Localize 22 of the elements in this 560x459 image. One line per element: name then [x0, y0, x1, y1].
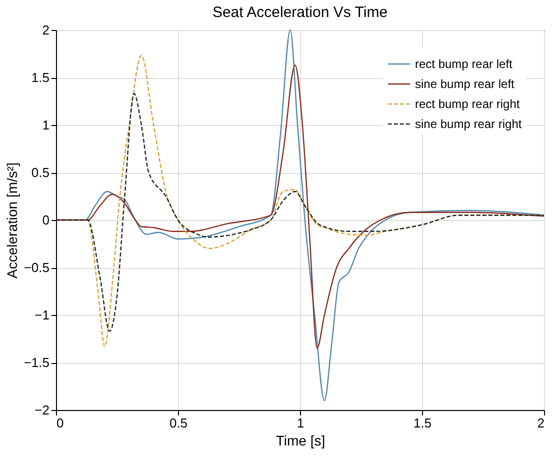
x-tick-label: 0: [56, 416, 64, 430]
chart-title: Seat Acceleration Vs Time: [212, 4, 388, 21]
y-tick-label: 2: [42, 22, 50, 38]
legend-label: sine bump rear left: [415, 77, 516, 91]
legend-label: sine bump rear right: [415, 117, 522, 131]
y-tick-label: −1: [34, 308, 50, 322]
x-tick-label: 0.5: [169, 416, 188, 430]
y-tick-label: −1.5: [24, 355, 50, 370]
y-axis-title: Acceleration [m/s²]: [4, 162, 20, 278]
x-axis-title: Time [s]: [276, 432, 326, 448]
y-tick-label: 1.5: [31, 70, 50, 85]
legend-label: rect bump rear right: [415, 97, 520, 111]
y-tick-label: 1: [42, 118, 50, 132]
y-tick-label: 0.5: [31, 165, 50, 180]
line-series: [55, 93, 545, 332]
y-tick-label: 0: [42, 212, 50, 228]
y-tick-label: −2: [34, 402, 50, 418]
legend-label: rect bump rear left: [415, 57, 514, 71]
x-tick-label: 1: [296, 416, 304, 430]
x-tick-label: 1.5: [413, 416, 432, 430]
x-tick-label: 2: [537, 416, 544, 430]
y-tick-label: −0.5: [24, 260, 50, 275]
